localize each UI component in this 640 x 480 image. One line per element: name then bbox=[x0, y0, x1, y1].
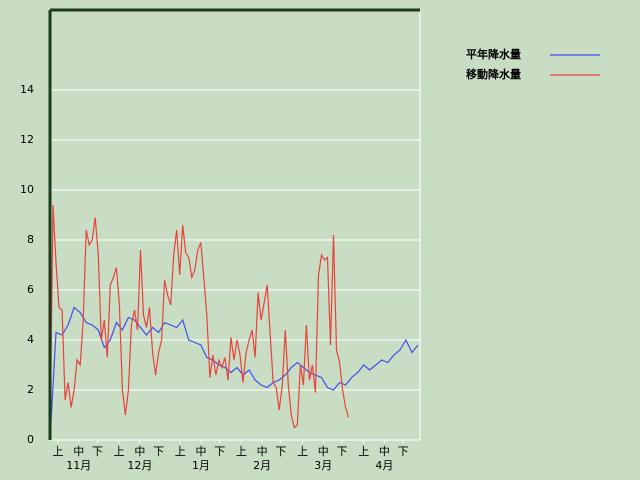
x-tick-label: 中 bbox=[379, 445, 390, 458]
x-tick-label: 下 bbox=[336, 445, 347, 458]
month-label: 1月 bbox=[192, 459, 210, 472]
data-line bbox=[49, 306, 419, 441]
legend-label: 平年降水量 bbox=[466, 47, 521, 61]
x-tick-label: 下 bbox=[153, 445, 164, 458]
month-label: 12月 bbox=[127, 459, 152, 472]
y-tick-label: 14 bbox=[20, 83, 34, 96]
month-label: 4月 bbox=[375, 459, 393, 472]
y-tick-label: 12 bbox=[20, 133, 34, 146]
x-tick-label: 下 bbox=[92, 445, 103, 458]
y-tick-label: 8 bbox=[27, 233, 34, 246]
x-tick-label: 下 bbox=[214, 445, 225, 458]
y-tick-label: 0 bbox=[27, 433, 34, 446]
x-tick-label: 中 bbox=[134, 445, 145, 458]
x-tick-label: 上 bbox=[297, 445, 308, 458]
data-line bbox=[49, 204, 350, 441]
x-tick-label: 上 bbox=[114, 445, 125, 458]
y-tick-label: 4 bbox=[27, 333, 34, 346]
x-tick-label: 中 bbox=[73, 445, 84, 458]
x-tick-label: 上 bbox=[236, 445, 247, 458]
x-tick-label: 中 bbox=[196, 445, 207, 458]
y-tick-label: 10 bbox=[20, 183, 34, 196]
legend-label: 移動降水量 bbox=[466, 67, 521, 81]
month-label: 2月 bbox=[253, 459, 271, 472]
month-label: 3月 bbox=[314, 459, 332, 472]
x-tick-label: 中 bbox=[257, 445, 268, 458]
x-tick-label: 上 bbox=[53, 445, 64, 458]
x-tick-label: 下 bbox=[275, 445, 286, 458]
x-tick-label: 下 bbox=[398, 445, 409, 458]
x-tick-label: 上 bbox=[175, 445, 186, 458]
y-tick-label: 2 bbox=[27, 383, 34, 396]
month-label: 11月 bbox=[66, 459, 91, 472]
x-tick-label: 中 bbox=[318, 445, 329, 458]
y-tick-label: 6 bbox=[27, 283, 34, 296]
x-tick-label: 上 bbox=[358, 445, 369, 458]
